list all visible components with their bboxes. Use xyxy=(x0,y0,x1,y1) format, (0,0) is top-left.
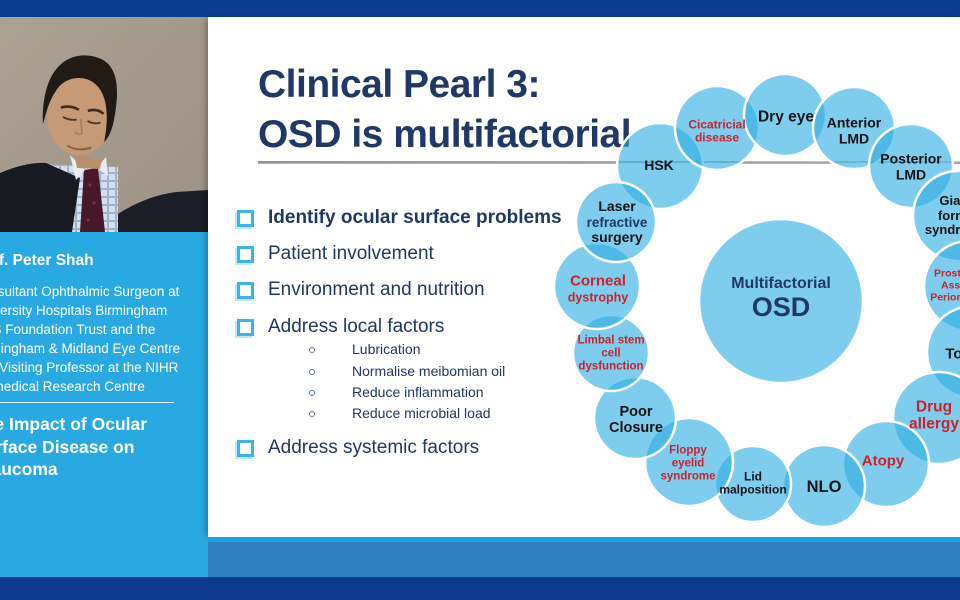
talk-title-line: The Impact of Ocular xyxy=(0,414,148,434)
slide-title: Clinical Pearl 3: OSD is multifactorial xyxy=(258,60,632,160)
talk-title: The Impact of Ocular Surface Disease on … xyxy=(0,413,147,481)
checkbox-bullet-icon xyxy=(237,319,254,336)
bullet-label: Patient involvement xyxy=(268,243,434,264)
factor-label-floppy-eyelid-syndrome: Floppy eyelid syndrome xyxy=(660,444,716,483)
panel-divider xyxy=(0,402,174,403)
slide-title-line: OSD is multifactorial xyxy=(258,113,632,156)
factor-label-atopy: Atopy xyxy=(861,452,905,470)
speaker-bio-line: University Hospitals Birmingham xyxy=(0,303,168,318)
speaker-video xyxy=(0,17,208,232)
circle-bullet-icon xyxy=(309,369,315,375)
checkbox-bullet-icon xyxy=(237,246,254,263)
talk-title-line: Surface Disease on xyxy=(0,436,135,457)
suit-left-shoulder xyxy=(0,162,80,232)
top-navy-bar xyxy=(0,0,960,17)
factor-label-anterior-lmd: Anterior LMD xyxy=(826,114,882,146)
sub-bullet-label: Lubrication xyxy=(352,341,421,357)
checkbox-bullet-icon xyxy=(237,210,254,227)
speaker-name: Prof. Peter Shah xyxy=(0,252,94,269)
factor-label-lid-malposition: Lid malposition xyxy=(719,469,787,497)
bullet-label: Environment and nutrition xyxy=(268,279,485,300)
speaker-bio-line: Biomedical Research Centre xyxy=(0,379,145,394)
bullet-item: Address local factors xyxy=(237,316,444,338)
neck xyxy=(72,143,102,169)
factor-label-prostaglandin-associated-periorbitopathy: Prostaglandin Associated Periorbitopathy xyxy=(930,267,960,303)
speaker-bio-line: Consultant Ophthalmic Surgeon at xyxy=(0,284,180,299)
speaker-panel: Prof. Peter Shah Consultant Ophthalmic S… xyxy=(0,232,208,577)
bullet-label: Identify ocular surface problems xyxy=(268,207,562,228)
speaker-bio-line: NHS Foundation Trust and the xyxy=(0,322,156,337)
factor-label-corneal-dystrophy: Corneal dystrophy xyxy=(567,272,629,305)
bullet-item: Environment and nutrition xyxy=(237,279,485,301)
circle-bullet-icon xyxy=(309,390,315,396)
sub-bullet-item: Lubrication xyxy=(309,341,421,357)
factor-label-nlo: NLO xyxy=(806,477,842,496)
factor-label-cicatricial-disease: Cicatricial disease xyxy=(688,117,746,145)
sub-bullet-item: Reduce inflammation xyxy=(309,384,484,400)
factor-label-limbal-stem-cell-dysfunction: Limbal stem cell dysfunction xyxy=(577,334,645,373)
factor-label-hsk: HSK xyxy=(644,157,674,174)
center-label-multifactorial-osd: Multifactorial OSD xyxy=(731,274,831,322)
sub-bullet-item: Normalise meibomian oil xyxy=(309,363,505,379)
speaker-bio-line: and Visiting Professor at the NIHR xyxy=(0,360,179,375)
title-underline xyxy=(258,161,960,163)
speaker-portrait-illustration xyxy=(0,17,208,232)
factor-label-posterior-lmd: Posterior LMD xyxy=(880,150,942,182)
sub-bullet-label: Reduce inflammation xyxy=(352,384,484,400)
factor-label-giant-fornix-syndrome: Giant fornix syndrome xyxy=(924,193,960,238)
sub-bullet-label: Reduce microbial load xyxy=(352,405,491,421)
suit-right-shoulder xyxy=(118,190,208,232)
bottom-navy-bar xyxy=(0,577,960,600)
checkbox-bullet-icon xyxy=(237,440,254,457)
factor-label-laser-refractive-surgery: Laser refractive surgery xyxy=(586,197,648,245)
checkbox-bullet-icon xyxy=(237,282,254,299)
sub-bullet-label: Normalise meibomian oil xyxy=(352,363,506,379)
bullet-item: Identify ocular surface problems xyxy=(237,207,562,229)
bullet-label: Address systemic factors xyxy=(268,437,480,458)
slide-title-line: Clinical Pearl 3: xyxy=(258,63,540,106)
sub-bullet-item: Reduce microbial load xyxy=(309,405,491,421)
tie xyxy=(80,168,105,232)
factor-label-toxicity: Toxicity xyxy=(945,345,960,363)
bullet-label: Address local factors xyxy=(268,316,445,337)
slide-footer-band xyxy=(208,542,960,577)
factor-label-poor-closure: Poor Closure xyxy=(609,403,663,436)
slide-footer-accent-line xyxy=(208,537,960,542)
talk-title-line: Glaucoma xyxy=(0,459,58,479)
bullet-item: Patient involvement xyxy=(237,243,434,265)
speaker-bio: Consultant Ophthalmic Surgeon at Univers… xyxy=(0,282,180,396)
circle-bullet-icon xyxy=(309,347,315,353)
factor-label-dry-eye: Dry eye xyxy=(757,108,815,126)
factor-label-drug-allergy: Drug allergy xyxy=(909,398,959,433)
speaker-bio-line: Birmingham & Midland Eye Centre xyxy=(0,341,181,356)
circle-bullet-icon xyxy=(309,411,315,417)
head xyxy=(42,55,117,155)
bullet-item: Address systemic factors xyxy=(237,437,479,459)
